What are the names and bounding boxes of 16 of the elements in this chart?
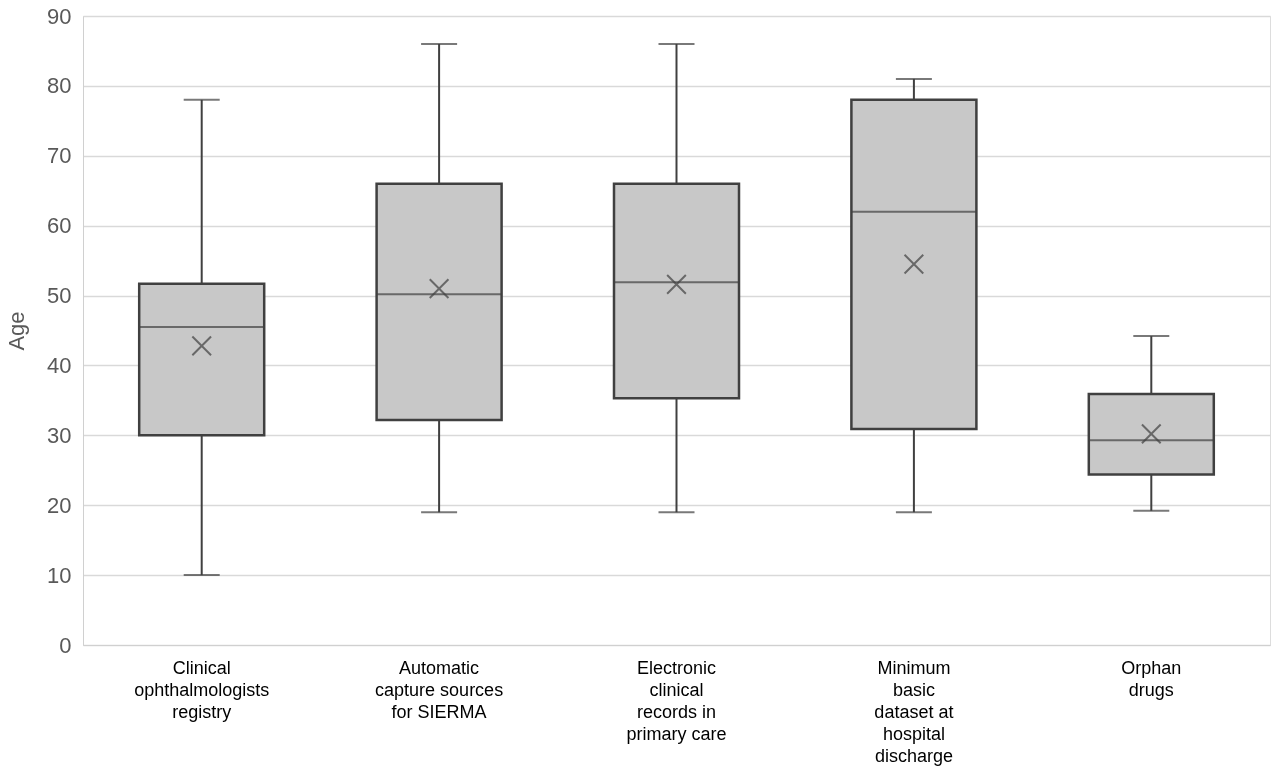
y-tick-label: 70 (47, 143, 72, 169)
y-tick-label: 10 (47, 562, 72, 588)
x-tick-label: Automatic capture sources for SIERMA (375, 657, 504, 722)
y-tick-label: 40 (47, 352, 72, 378)
y-tick-label: 50 (47, 283, 72, 309)
y-tick-label: 80 (47, 73, 72, 99)
y-axis-title: Age (4, 311, 30, 351)
x-tick-label: Clinical ophthalmologists registry (134, 657, 270, 722)
x-tick-label: Electronic clinical records in primary care (626, 657, 727, 744)
y-tick-label: 0 (59, 632, 72, 658)
y-tick-label: 60 (47, 213, 72, 239)
x-tick-label: Orphan drugs (1121, 657, 1182, 700)
x-tick-label: Minimum basic dataset at hospital discharge (874, 657, 954, 766)
y-tick-label: 30 (47, 422, 72, 448)
y-tick-label: 90 (47, 3, 72, 29)
y-tick-label: 20 (47, 492, 72, 518)
